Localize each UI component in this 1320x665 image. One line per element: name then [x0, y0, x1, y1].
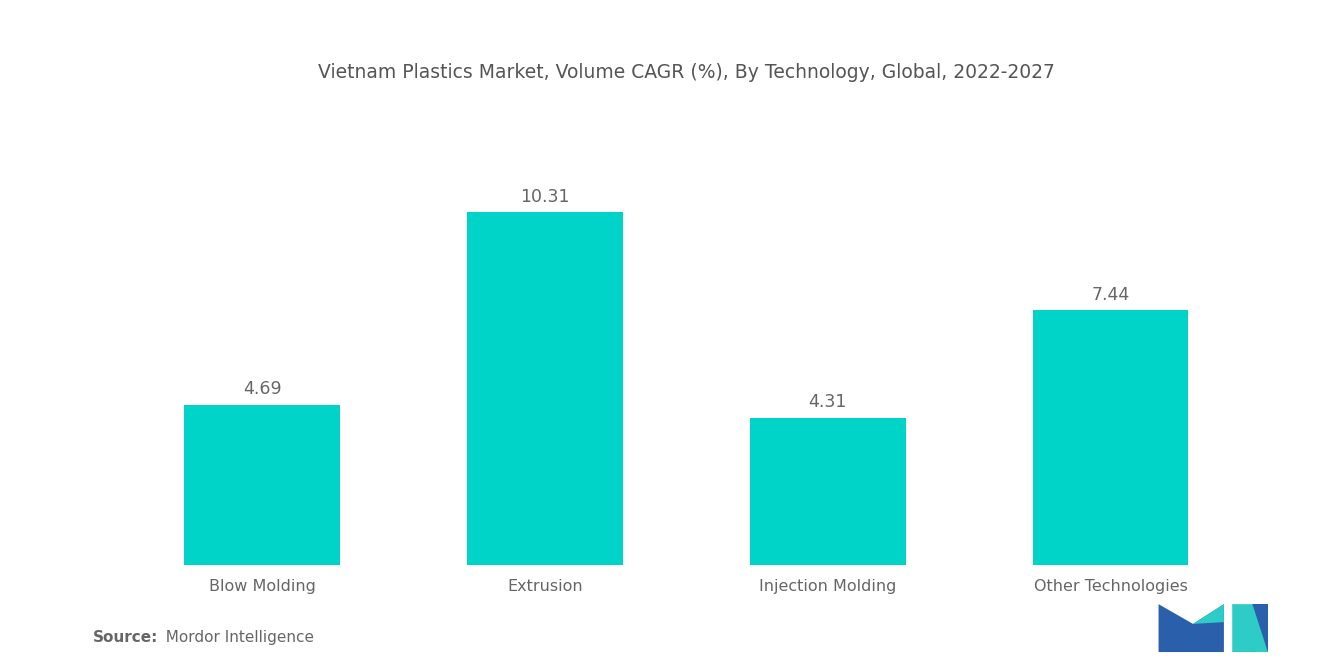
Text: 10.31: 10.31 [520, 188, 570, 205]
Polygon shape [1159, 604, 1224, 652]
Bar [750, 418, 906, 565]
Text: 7.44: 7.44 [1092, 286, 1130, 304]
Text: Mordor Intelligence: Mordor Intelligence [156, 630, 314, 645]
Title: Vietnam Plastics Market, Volume CAGR (%), By Technology, Global, 2022-2027: Vietnam Plastics Market, Volume CAGR (%)… [318, 63, 1055, 82]
Bar [467, 212, 623, 565]
Text: 4.31: 4.31 [809, 394, 847, 412]
Text: Source:: Source: [92, 630, 158, 645]
Polygon shape [1233, 604, 1267, 652]
Polygon shape [1253, 604, 1267, 652]
Bar [185, 404, 339, 565]
Polygon shape [1193, 604, 1224, 624]
Polygon shape [1233, 604, 1267, 652]
Text: 4.69: 4.69 [243, 380, 281, 398]
Bar [1032, 311, 1188, 565]
